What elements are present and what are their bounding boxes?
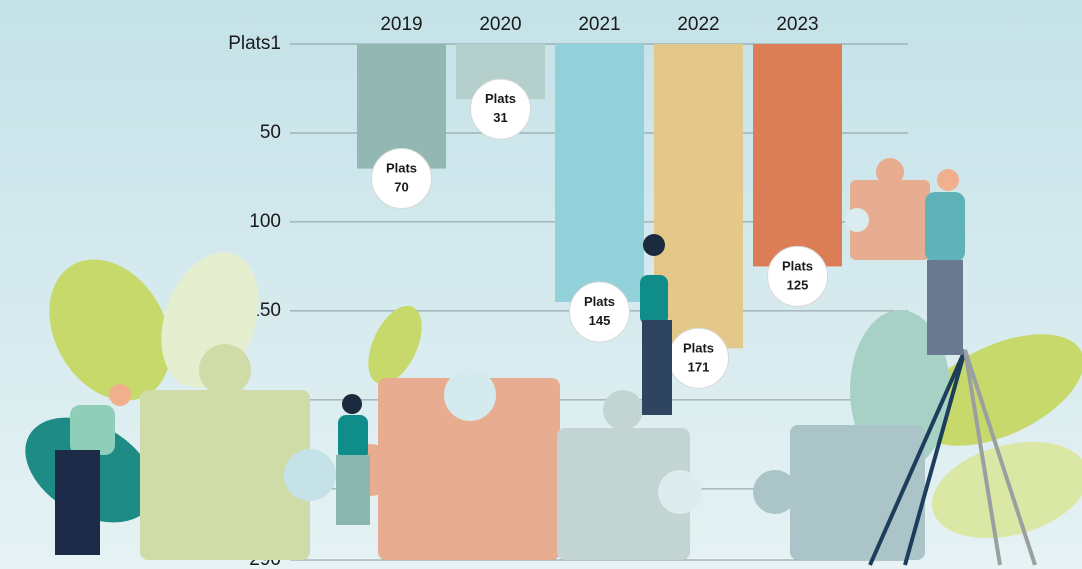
bar — [753, 44, 842, 266]
y-tick-label: Plats1 — [228, 33, 281, 54]
x-tick-label: 2023 — [776, 14, 818, 35]
x-tick-label: 2020 — [479, 14, 521, 35]
badge-circle — [372, 149, 432, 209]
badge-circle — [669, 328, 729, 388]
x-tick-label: 2019 — [380, 14, 422, 35]
x-tick-label: 2021 — [578, 14, 620, 35]
bar — [555, 44, 644, 302]
infographic: Plats1501001502002502902019Plats702020Pl… — [0, 0, 1082, 569]
x-tick-label: 2022 — [677, 14, 719, 35]
badge-circle — [570, 282, 630, 342]
y-tick-label: 100 — [249, 211, 281, 232]
y-tick-label: 50 — [260, 122, 281, 143]
badge-circle — [768, 246, 828, 306]
badge-circle — [471, 79, 531, 139]
